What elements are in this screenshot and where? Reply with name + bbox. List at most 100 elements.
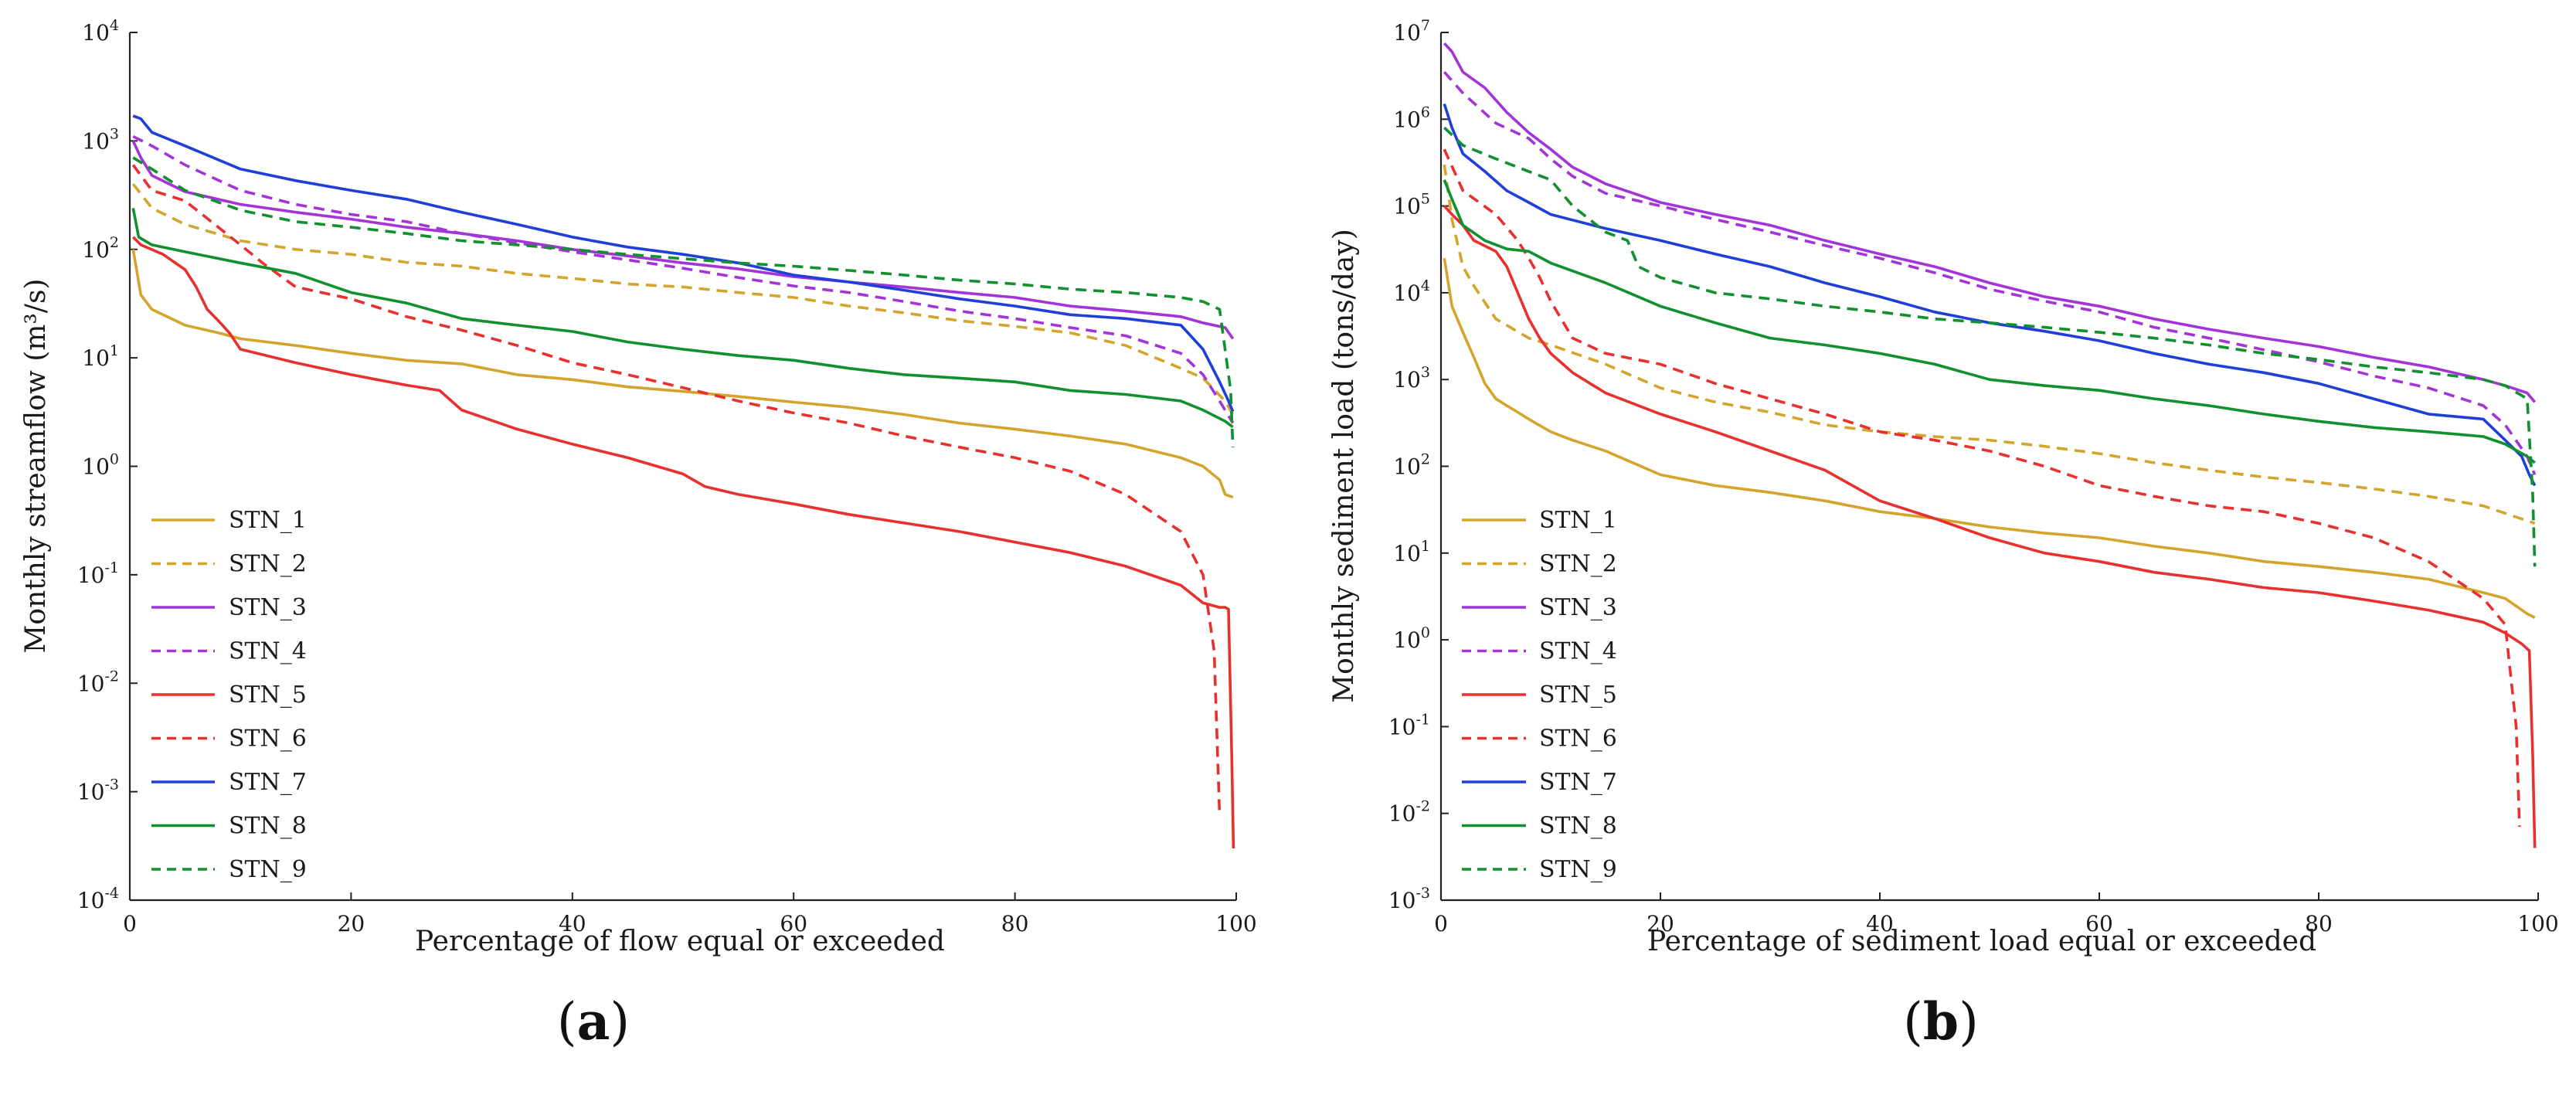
legend-label: STN_2 <box>229 551 307 578</box>
y-tick-label: 101 <box>82 342 119 371</box>
legend-label: STN_6 <box>229 726 307 753</box>
x-tick-label: 20 <box>1647 911 1674 936</box>
legend-label: STN_7 <box>229 769 307 796</box>
x-tick-label: 100 <box>2517 911 2558 936</box>
y-tick-label: 10-4 <box>77 885 119 913</box>
x-tick-label: 0 <box>123 911 137 936</box>
y-tick-exponent: -4 <box>104 885 119 902</box>
panel-letter: a <box>577 991 610 1052</box>
series-line-stn-7 <box>132 114 1235 413</box>
y-tick-exponent: -3 <box>104 777 119 794</box>
series-line-stn-1 <box>131 249 1234 499</box>
panel-a: Monthly streamflow (m³/s) Percentage of … <box>20 17 1257 1052</box>
plot-area <box>131 114 1235 849</box>
y-tick-label: 105 <box>1393 191 1430 219</box>
x-tick-label: 80 <box>1001 911 1029 936</box>
x-tick-label: 20 <box>338 911 365 936</box>
y-tick-label: 10-3 <box>77 777 119 805</box>
plot-area <box>1443 42 2537 848</box>
y-tick-label: 100 <box>1393 624 1430 653</box>
series-line-stn-9 <box>1443 126 2537 567</box>
series-line-stn-3 <box>131 140 1235 340</box>
series-line-stn-6 <box>131 164 1222 816</box>
y-tick-label: 106 <box>1393 104 1430 132</box>
legend-item: STN_3 <box>1462 594 1617 621</box>
y-tick-exponent: 2 <box>110 234 119 251</box>
legend-item: STN_9 <box>1462 856 1617 883</box>
series-line-stn-5 <box>132 236 1235 849</box>
legend-item: STN_6 <box>151 726 307 753</box>
legend-label: STN_3 <box>1539 594 1617 621</box>
legend-item: STN_2 <box>151 551 307 578</box>
y-tick-exponent: -3 <box>1415 885 1430 902</box>
legend-item: STN_9 <box>151 856 307 883</box>
y-tick-label: 103 <box>1393 364 1430 393</box>
legend-label: STN_4 <box>1539 638 1617 665</box>
legend-label: STN_5 <box>1539 681 1617 709</box>
legend-item: STN_1 <box>1462 507 1617 534</box>
y-tick-exponent: 4 <box>1421 277 1430 294</box>
legend-label: STN_6 <box>1539 726 1617 753</box>
legend: STN_1 STN_2 STN_3 STN_4 STN_5 STN_6 STN_7 STN_8… <box>1462 507 1617 883</box>
y-axis-label: Monthly streamflow (m³/s) <box>20 279 52 654</box>
x-axis-label: Percentage of sediment load equal or exc… <box>1647 926 2316 957</box>
legend-item: STN_1 <box>151 507 307 534</box>
y-axis-label: Monthly sediment load (tons/day) <box>1328 229 1360 703</box>
series-line-stn-6 <box>1443 148 2521 828</box>
x-tick-label: 80 <box>2305 911 2333 936</box>
legend-label: STN_9 <box>229 856 307 883</box>
y-tick-label: 10-2 <box>1388 798 1430 827</box>
panel-label: (a) <box>557 991 630 1052</box>
legend-item: STN_7 <box>1462 769 1617 796</box>
y-tick-exponent: -1 <box>1415 711 1430 728</box>
y-tick-exponent: 0 <box>110 451 119 468</box>
legend-item: STN_2 <box>1462 551 1617 578</box>
legend-item: STN_5 <box>1462 681 1617 709</box>
series-line-stn-9 <box>132 156 1235 447</box>
y-tick-label: 102 <box>82 234 119 263</box>
x-tick-label: 40 <box>559 911 586 936</box>
legend-item: STN_7 <box>151 769 307 796</box>
series-line-stn-7 <box>1443 103 2537 487</box>
legend-item: STN_4 <box>1462 638 1617 665</box>
y-tick-label: 102 <box>1393 451 1430 480</box>
series-line-stn-3 <box>1443 42 2537 403</box>
y-tick-exponent: 5 <box>1421 191 1430 208</box>
series-line-stn-2 <box>131 183 1235 416</box>
legend-item: STN_5 <box>151 681 307 709</box>
panel-b: Monthly sediment load (tons/day) Percent… <box>1328 17 2559 1052</box>
y-tick-exponent: -1 <box>104 559 119 576</box>
y-tick-label: 103 <box>82 125 119 154</box>
legend-item: STN_3 <box>151 594 307 621</box>
x-tick-label: 100 <box>1215 911 1256 936</box>
y-tick-exponent: -2 <box>1415 798 1430 815</box>
legend-label: STN_8 <box>1539 813 1617 840</box>
series-line-stn-4 <box>132 134 1235 424</box>
legend: STN_1 STN_2 STN_3 STN_4 STN_5 STN_6 STN_7 STN_8… <box>151 507 307 883</box>
series-line-stn-1 <box>1443 257 2536 620</box>
legend-label: STN_8 <box>229 813 307 840</box>
x-tick-label: 40 <box>1866 911 1894 936</box>
series-line-stn-5 <box>1443 205 2537 848</box>
legend-label: STN_1 <box>1539 507 1617 534</box>
legend-label: STN_5 <box>229 681 307 709</box>
series-line-stn-8 <box>131 208 1234 429</box>
panel-label: (b) <box>1903 991 1979 1052</box>
y-tick-label: 10-3 <box>1388 885 1430 913</box>
legend-label: STN_7 <box>1539 769 1617 796</box>
legend-label: STN_3 <box>229 594 307 621</box>
y-tick-exponent: 0 <box>1421 624 1430 641</box>
legend-item: STN_8 <box>1462 813 1617 840</box>
y-tick-exponent: 2 <box>1421 451 1430 468</box>
y-tick-exponent: -2 <box>104 668 119 685</box>
y-tick-exponent: 1 <box>1421 538 1430 555</box>
legend-label: STN_9 <box>1539 856 1617 883</box>
x-tick-label: 60 <box>780 911 807 936</box>
y-tick-label: 100 <box>82 451 119 480</box>
y-tick-exponent: 1 <box>110 342 119 359</box>
y-tick-exponent: 7 <box>1421 17 1430 34</box>
y-tick-label: 10-1 <box>1388 711 1430 739</box>
y-tick-label: 10-1 <box>77 559 119 588</box>
